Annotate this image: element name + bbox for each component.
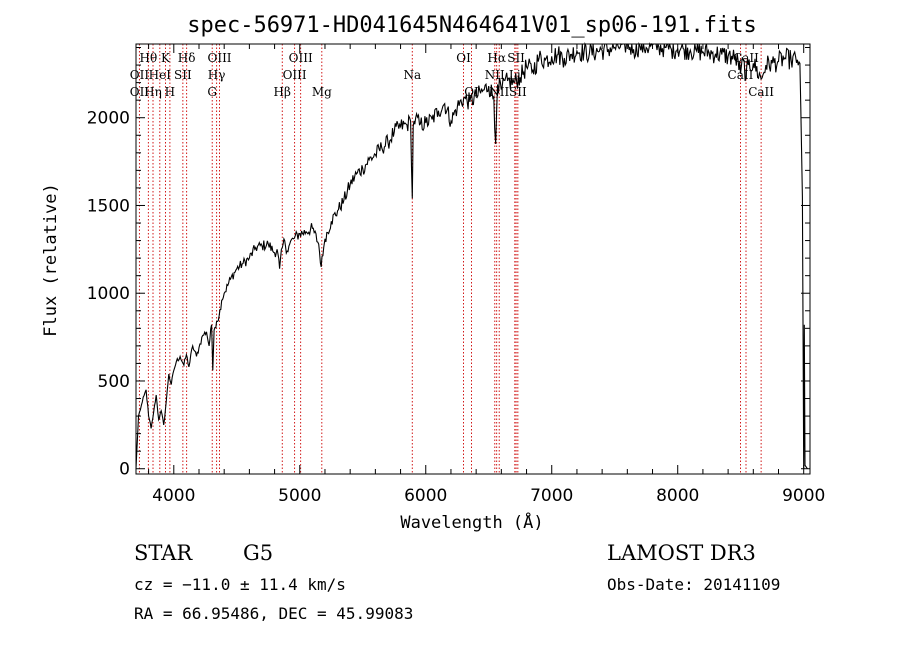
line-marker-label: NII <box>485 68 505 82</box>
line-marker-label: OIII <box>289 51 313 65</box>
line-marker-label: HeI <box>149 68 172 82</box>
line-marker-label: OIII <box>207 51 231 65</box>
x-axis-label: Wavelength (Å) <box>400 511 543 533</box>
y-tick-label: 1500 <box>87 196 130 216</box>
line-marker-label: OII <box>130 85 150 99</box>
line-marker-label: CaII <box>733 51 759 65</box>
line-marker-label: SII <box>174 68 192 82</box>
spectral-line-markers <box>138 44 762 474</box>
line-marker-label: SII <box>509 85 527 99</box>
line-marker-label: Na <box>403 68 421 82</box>
line-marker-label: Hγ <box>208 68 226 82</box>
line-marker-label: CaII <box>728 68 754 82</box>
y-tick-label: 1000 <box>87 284 130 304</box>
line-marker-label: Hβ <box>274 85 291 99</box>
y-axis-label: Flux (relative) <box>41 183 61 337</box>
line-marker-label: Hθ <box>139 51 157 65</box>
x-tick-label: 9000 <box>782 486 825 506</box>
line-marker-label: Hη <box>144 85 162 99</box>
spectrum-line <box>135 41 808 470</box>
survey-label: LAMOST DR3 <box>607 541 756 565</box>
line-marker-label: Hδ <box>178 51 196 65</box>
line-marker-label: SII <box>507 51 525 65</box>
y-tick-label: 500 <box>98 372 130 392</box>
line-marker-label: H <box>165 85 175 99</box>
object-subclass: G5 <box>243 541 273 565</box>
obs-date: Obs-Date: 20141109 <box>607 575 780 594</box>
x-tick-label: 8000 <box>656 486 699 506</box>
chart-title: spec-56971-HD041645N464641V01_sp06-191.f… <box>187 13 757 38</box>
line-marker-label: K <box>161 51 171 65</box>
line-marker-label: OI <box>456 51 471 65</box>
x-tick-label: 6000 <box>404 486 447 506</box>
x-axis: 4000 5000 6000 7000 8000 9000 <box>148 44 825 506</box>
line-marker-label: G <box>207 85 217 99</box>
line-marker-label: OII <box>130 68 150 82</box>
y-tick-label: 2000 <box>87 109 130 129</box>
redshift-readout: cz = −11.0 ± 11.4 km/s <box>134 575 346 594</box>
line-marker-label: OIII <box>283 68 307 82</box>
line-marker-label: CaII <box>748 85 774 99</box>
line-marker-label: OI <box>464 85 479 99</box>
coordinates: RA = 66.95486, DEC = 45.99083 <box>134 604 413 623</box>
line-marker-label: Mg <box>312 85 332 99</box>
x-tick-label: 4000 <box>152 486 195 506</box>
plot-frame <box>135 43 811 475</box>
x-tick-label: 7000 <box>530 486 573 506</box>
object-class: STAR <box>134 541 193 565</box>
line-marker-label: Li <box>509 68 521 82</box>
x-tick-label: 5000 <box>278 486 321 506</box>
y-axis: 0 500 1000 1500 2000 <box>87 47 810 480</box>
line-marker-label: Hα <box>487 51 506 65</box>
y-tick-label: 0 <box>119 460 130 480</box>
